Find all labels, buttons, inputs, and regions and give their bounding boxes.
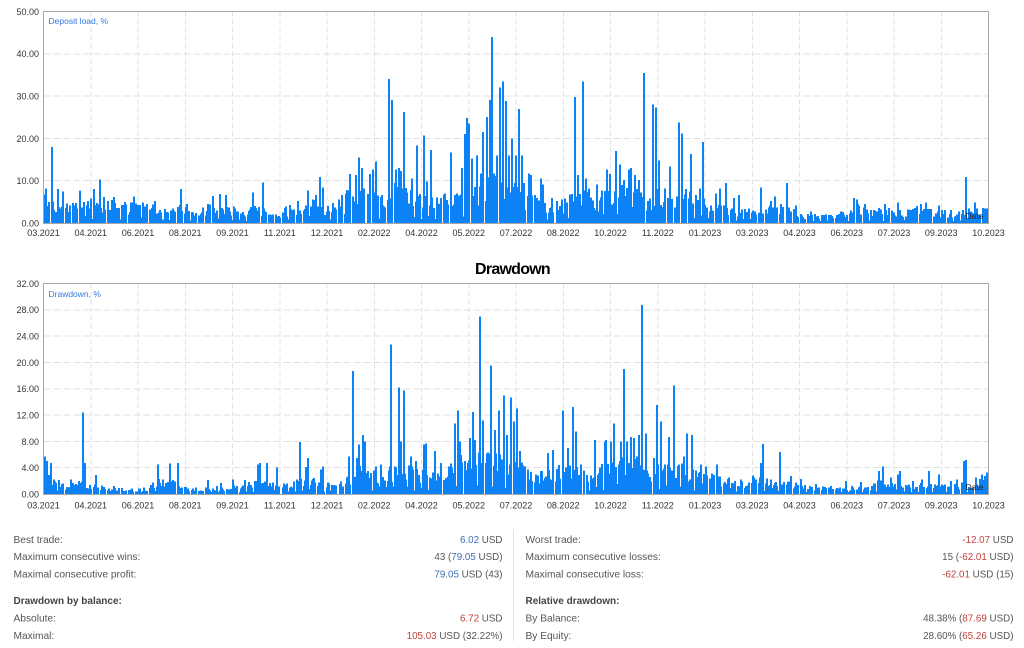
svg-text:48.38% (87.69 USD): 48.38% (87.69 USD) bbox=[923, 614, 1013, 625]
svg-text:Drawdown, %: Drawdown, % bbox=[49, 289, 102, 299]
svg-text:105.03 USD (32.22%): 105.03 USD (32.22%) bbox=[407, 631, 503, 642]
svg-text:Maximum consecutive losses:: Maximum consecutive losses: bbox=[526, 552, 661, 563]
svg-text:10.2022: 10.2022 bbox=[594, 228, 627, 238]
svg-text:10.2023: 10.2023 bbox=[972, 228, 1005, 238]
svg-text:03.2023: 03.2023 bbox=[736, 228, 769, 238]
svg-text:07.2022: 07.2022 bbox=[500, 500, 533, 510]
svg-text:Date: Date bbox=[966, 482, 984, 492]
svg-text:08.2022: 08.2022 bbox=[547, 228, 580, 238]
svg-text:Maximal:: Maximal: bbox=[14, 631, 55, 642]
svg-text:03.2021: 03.2021 bbox=[27, 500, 60, 510]
svg-text:08.2022: 08.2022 bbox=[547, 500, 580, 510]
svg-text:04.2021: 04.2021 bbox=[75, 228, 108, 238]
svg-text:Maximal consecutive profit:: Maximal consecutive profit: bbox=[14, 570, 137, 581]
svg-text:20.00: 20.00 bbox=[16, 358, 39, 368]
svg-text:08.2021: 08.2021 bbox=[169, 228, 202, 238]
svg-text:-62.01 USD (15): -62.01 USD (15) bbox=[942, 570, 1013, 581]
svg-text:Relative drawdown:: Relative drawdown: bbox=[526, 596, 620, 607]
svg-text:09.2021: 09.2021 bbox=[216, 500, 249, 510]
svg-text:11.2022: 11.2022 bbox=[642, 500, 674, 510]
svg-text:Worst trade:: Worst trade: bbox=[526, 535, 581, 546]
svg-text:01.2023: 01.2023 bbox=[689, 228, 722, 238]
svg-text:0.00: 0.00 bbox=[21, 489, 39, 499]
svg-text:6.02 USD: 6.02 USD bbox=[460, 535, 503, 546]
svg-text:24.00: 24.00 bbox=[16, 332, 39, 342]
svg-text:04.2022: 04.2022 bbox=[405, 500, 438, 510]
svg-text:06.2023: 06.2023 bbox=[831, 500, 864, 510]
svg-text:43 (79.05 USD): 43 (79.05 USD) bbox=[434, 552, 502, 563]
svg-text:8.00: 8.00 bbox=[21, 437, 39, 447]
svg-text:09.2023: 09.2023 bbox=[925, 228, 958, 238]
svg-text:Best trade:: Best trade: bbox=[14, 535, 63, 546]
svg-text:Drawdown by balance:: Drawdown by balance: bbox=[14, 596, 122, 607]
svg-text:By Equity:: By Equity: bbox=[526, 631, 572, 642]
svg-text:-12.07 USD: -12.07 USD bbox=[962, 535, 1013, 546]
svg-text:04.2023: 04.2023 bbox=[783, 500, 816, 510]
svg-text:Deposit load, %: Deposit load, % bbox=[49, 16, 109, 26]
svg-text:10.00: 10.00 bbox=[16, 176, 39, 186]
svg-text:6.72 USD: 6.72 USD bbox=[460, 614, 503, 625]
svg-text:02.2022: 02.2022 bbox=[358, 228, 391, 238]
svg-text:4.00: 4.00 bbox=[21, 463, 39, 473]
svg-text:Absolute:: Absolute: bbox=[14, 614, 56, 625]
svg-text:11.2021: 11.2021 bbox=[264, 228, 296, 238]
svg-text:08.2021: 08.2021 bbox=[169, 500, 202, 510]
svg-text:By Balance:: By Balance: bbox=[526, 614, 580, 625]
svg-text:50.00: 50.00 bbox=[16, 7, 39, 17]
svg-text:16.00: 16.00 bbox=[16, 384, 39, 394]
svg-text:Maximum consecutive wins:: Maximum consecutive wins: bbox=[14, 552, 141, 563]
svg-text:15 (-62.01 USD): 15 (-62.01 USD) bbox=[942, 552, 1013, 563]
svg-text:40.00: 40.00 bbox=[16, 49, 39, 59]
svg-text:07.2023: 07.2023 bbox=[878, 500, 911, 510]
svg-text:06.2021: 06.2021 bbox=[122, 500, 155, 510]
svg-text:04.2022: 04.2022 bbox=[405, 228, 438, 238]
svg-text:30.00: 30.00 bbox=[16, 92, 39, 102]
svg-text:07.2022: 07.2022 bbox=[500, 228, 533, 238]
svg-text:09.2023: 09.2023 bbox=[925, 500, 958, 510]
svg-text:28.00: 28.00 bbox=[16, 305, 39, 315]
svg-text:12.00: 12.00 bbox=[16, 411, 39, 421]
svg-text:02.2022: 02.2022 bbox=[358, 500, 391, 510]
svg-text:03.2021: 03.2021 bbox=[27, 228, 60, 238]
svg-text:Date: Date bbox=[966, 211, 984, 221]
svg-text:10.2022: 10.2022 bbox=[594, 500, 627, 510]
svg-text:05.2022: 05.2022 bbox=[453, 500, 486, 510]
svg-text:11.2021: 11.2021 bbox=[264, 500, 296, 510]
svg-text:79.05 USD (43): 79.05 USD (43) bbox=[434, 570, 502, 581]
svg-text:32.00: 32.00 bbox=[16, 279, 39, 289]
svg-text:Maximal consecutive loss:: Maximal consecutive loss: bbox=[526, 570, 644, 581]
svg-text:04.2021: 04.2021 bbox=[75, 500, 108, 510]
svg-text:09.2021: 09.2021 bbox=[216, 228, 249, 238]
svg-text:06.2021: 06.2021 bbox=[122, 228, 155, 238]
svg-text:03.2023: 03.2023 bbox=[736, 500, 769, 510]
svg-text:07.2023: 07.2023 bbox=[878, 228, 911, 238]
svg-text:28.60% (65.26 USD): 28.60% (65.26 USD) bbox=[923, 631, 1013, 642]
svg-text:04.2023: 04.2023 bbox=[783, 228, 816, 238]
svg-text:0.00: 0.00 bbox=[21, 218, 39, 228]
svg-text:05.2022: 05.2022 bbox=[453, 228, 486, 238]
svg-text:Drawdown: Drawdown bbox=[475, 261, 550, 278]
svg-text:12.2021: 12.2021 bbox=[311, 500, 344, 510]
svg-text:10.2023: 10.2023 bbox=[972, 500, 1005, 510]
svg-text:06.2023: 06.2023 bbox=[831, 228, 864, 238]
svg-text:11.2022: 11.2022 bbox=[642, 228, 674, 238]
svg-text:01.2023: 01.2023 bbox=[689, 500, 722, 510]
svg-text:20.00: 20.00 bbox=[16, 134, 39, 144]
svg-text:12.2021: 12.2021 bbox=[311, 228, 344, 238]
